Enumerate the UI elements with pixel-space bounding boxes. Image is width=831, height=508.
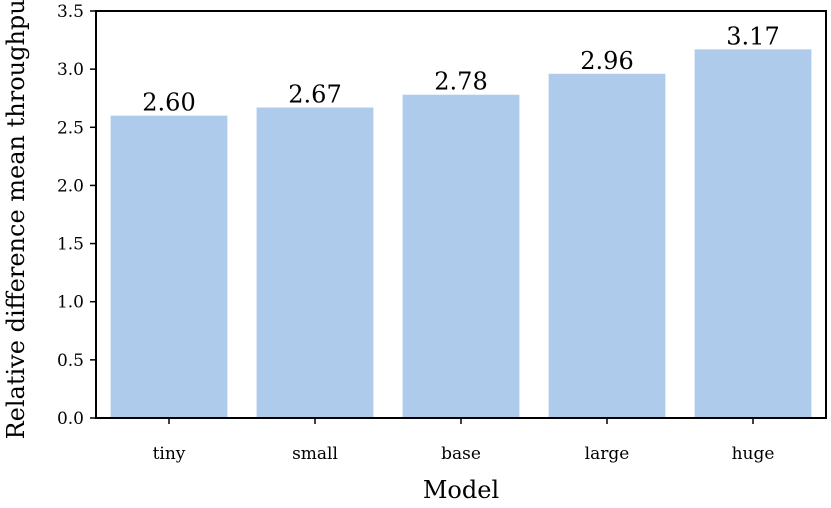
y-tick-label-6: 3.0 [57, 60, 84, 80]
x-tick-label-base: base [441, 444, 481, 464]
x-tick-label-tiny: tiny [153, 444, 186, 464]
bar-value-label-small: 2.67 [288, 81, 341, 109]
x-tick-label-huge: huge [732, 444, 775, 464]
y-axis-ticks: 0.0 0.5 1.0 1.5 2.0 2.5 3.0 3.5 [57, 2, 96, 429]
bar-value-label-huge: 3.17 [726, 22, 779, 50]
bar-value-labels: 2.60 2.67 2.78 2.96 3.17 [142, 22, 779, 116]
bar-value-label-base: 2.78 [434, 68, 487, 96]
y-tick-label-1: 0.5 [57, 351, 84, 371]
bar-small [256, 107, 374, 418]
x-axis-title: Model [423, 476, 499, 504]
bar-huge [694, 49, 812, 418]
y-tick-label-3: 1.5 [57, 235, 84, 255]
bar-value-label-large: 2.96 [580, 47, 633, 75]
y-tick-label-2: 1.0 [57, 293, 84, 313]
plot-frame [95, 10, 827, 419]
bar-large [548, 73, 666, 419]
y-tick-label-5: 2.5 [57, 118, 84, 138]
y-tick-label-7: 3.5 [57, 2, 84, 22]
x-axis-ticks: tiny small base large huge [153, 418, 775, 464]
bar-tiny [110, 115, 228, 419]
bar-value-label-tiny: 2.60 [142, 89, 195, 117]
y-tick-label-0: 0.0 [57, 409, 84, 429]
y-axis-title: Relative difference mean throughput [2, 0, 30, 439]
bars-group [110, 49, 812, 419]
x-tick-label-small: small [292, 444, 338, 464]
x-tick-label-large: large [585, 444, 630, 464]
y-tick-label-4: 2.0 [57, 176, 84, 196]
bar-base [402, 94, 520, 419]
